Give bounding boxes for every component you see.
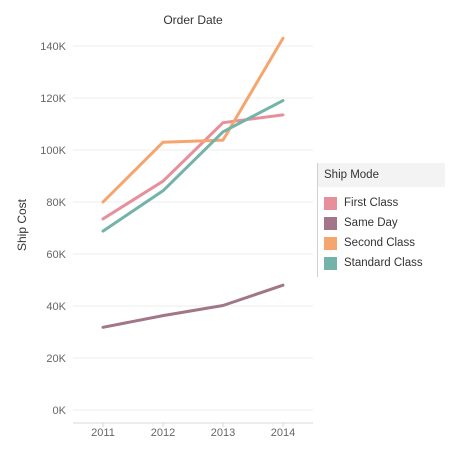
x-tick-label: 2012 (151, 427, 175, 439)
y-tick-label: 120K (40, 93, 66, 105)
y-tick-label: 140K (40, 41, 66, 53)
legend-label: Same Day (344, 217, 398, 229)
legend-label: Standard Class (344, 257, 423, 269)
x-axis-ticks: 2011 2012 2013 2014 (91, 423, 295, 439)
legend-swatch (324, 196, 337, 210)
y-axis-label: Ship Cost (15, 198, 29, 251)
legend-swatch (324, 236, 337, 250)
gridlines (73, 45, 313, 411)
legend-item-first-class[interactable]: First Class (318, 193, 445, 213)
y-tick-label: 0K (53, 405, 67, 417)
series-lines (101, 36, 285, 329)
chart-title: Order Date (163, 13, 223, 27)
x-tick-label: 2011 (91, 427, 115, 439)
x-tick-label: 2014 (271, 427, 295, 439)
legend-item-second-class[interactable]: Second Class (318, 233, 445, 253)
y-tick-label: 20K (46, 353, 66, 365)
legend-item-standard-class[interactable]: Standard Class (318, 253, 445, 273)
legend-items: First Class Same Day Second Class Standard … (317, 187, 445, 277)
legend: Ship Mode First Class Same Day Second Clas… (317, 163, 445, 277)
y-tick-label: 100K (40, 145, 66, 157)
series-line-standard-class[interactable] (101, 99, 285, 233)
y-tick-label: 60K (46, 249, 66, 261)
legend-swatch (324, 256, 337, 270)
legend-label: First Class (344, 197, 399, 209)
y-tick-label: 40K (46, 301, 66, 313)
series-line-first-class[interactable] (101, 113, 285, 221)
series-line-same-day[interactable] (101, 283, 285, 329)
legend-title: Ship Mode (317, 163, 445, 187)
x-tick-label: 2013 (211, 427, 235, 439)
y-axis-ticks: 0K 20K 40K 60K 80K 100K 120K 140K (40, 41, 66, 417)
legend-swatch (324, 216, 337, 230)
legend-label: Second Class (344, 237, 415, 249)
y-tick-label: 80K (46, 197, 66, 209)
legend-item-same-day[interactable]: Same Day (318, 213, 445, 233)
series-line-second-class[interactable] (101, 36, 285, 204)
